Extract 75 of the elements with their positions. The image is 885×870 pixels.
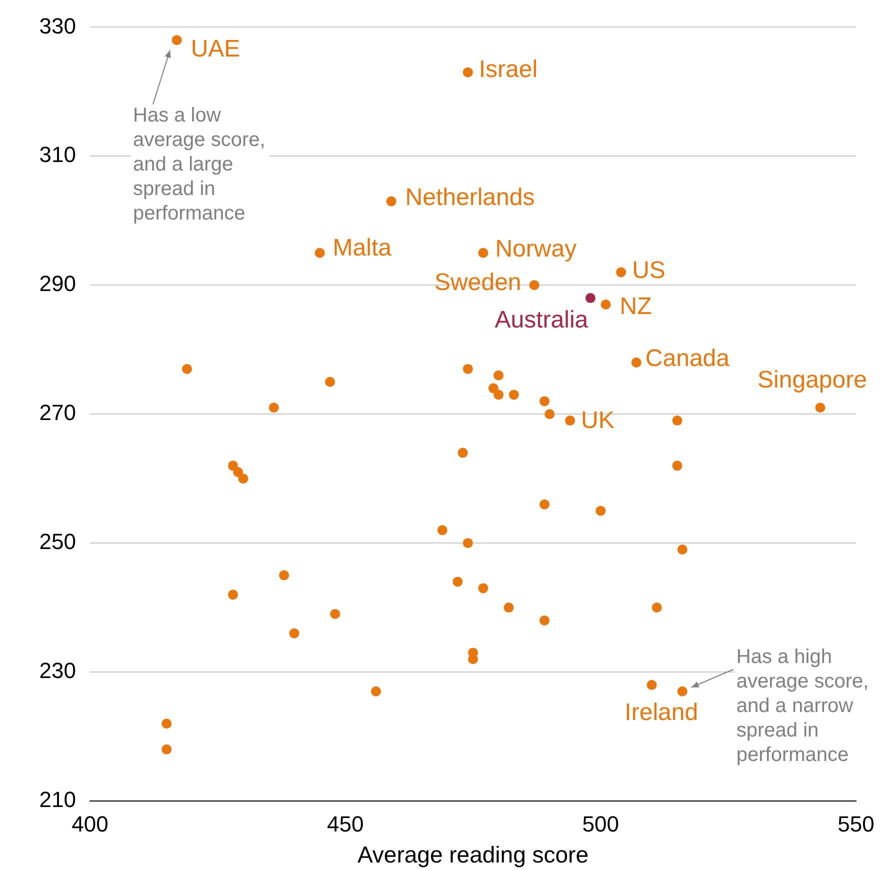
- y-tick-label: 230: [39, 658, 76, 684]
- data-label: Canada: [645, 345, 730, 372]
- y-tick-label: 330: [39, 13, 76, 38]
- data-label: Norway: [495, 236, 577, 263]
- point: [386, 196, 396, 206]
- y-tick-label: 210: [39, 787, 76, 812]
- point: [529, 280, 540, 290]
- point: [233, 467, 244, 478]
- point: [162, 744, 172, 754]
- point: [289, 628, 300, 638]
- point: [325, 376, 336, 387]
- point: [585, 293, 596, 304]
- x-tick-label: 400: [72, 811, 108, 836]
- y-tick-label: 250: [39, 529, 76, 554]
- point: [228, 460, 238, 471]
- point: [815, 402, 826, 413]
- point: [539, 499, 550, 510]
- x-tick-label: 500: [582, 811, 620, 836]
- point: [452, 576, 463, 587]
- point: [631, 358, 642, 368]
- data-label: Australia: [494, 306, 589, 334]
- point: [172, 35, 182, 46]
- point: [616, 267, 626, 278]
- annotation: Has a high average score, and a narrow spread in performance: [736, 646, 869, 766]
- point: [182, 364, 192, 374]
- point: [494, 370, 504, 380]
- point: [314, 248, 325, 258]
- point: [600, 299, 611, 310]
- data-label: Israel: [478, 56, 538, 83]
- data-label: US: [632, 256, 666, 284]
- data-label: Sweden: [434, 268, 522, 296]
- x-tick-label: 550: [838, 811, 874, 836]
- point: [462, 67, 473, 78]
- data-label: NZ: [620, 293, 652, 320]
- point: [494, 390, 504, 400]
- data-label: Singapore: [758, 366, 867, 394]
- data-label: Malta: [332, 234, 392, 262]
- point: [539, 396, 550, 406]
- point: [238, 474, 248, 484]
- point: [544, 409, 555, 420]
- data-label: UK: [581, 407, 614, 434]
- point: [462, 538, 473, 548]
- point: [279, 570, 290, 580]
- point: [646, 680, 657, 690]
- y-tick-label: 270: [39, 400, 76, 426]
- point: [539, 615, 550, 626]
- point: [330, 609, 340, 619]
- data-label: UAE: [190, 36, 240, 63]
- data-label: Netherlands: [405, 184, 535, 211]
- point: [468, 654, 478, 664]
- data-label: Ireland: [624, 699, 698, 726]
- point: [437, 525, 448, 536]
- point: [462, 364, 473, 374]
- point: [458, 448, 468, 458]
- point: [488, 383, 498, 394]
- y-tick-label: 290: [39, 271, 76, 296]
- point: [677, 686, 688, 696]
- point: [162, 718, 172, 729]
- point: [370, 686, 381, 696]
- point: [478, 248, 488, 258]
- point: [268, 402, 279, 413]
- point: [672, 416, 682, 426]
- annotation: Has a low average score, and a large spread in performance: [133, 104, 266, 225]
- x-tick-label: 450: [326, 811, 364, 836]
- point: [478, 583, 488, 594]
- point: [652, 602, 662, 613]
- y-tick-label: 310: [39, 142, 76, 168]
- point: [677, 544, 688, 555]
- point: [672, 460, 682, 471]
- point: [596, 506, 606, 516]
- x-axis-title: Average reading score: [358, 842, 588, 868]
- point: [565, 416, 576, 426]
- point: [508, 390, 519, 400]
- point: [504, 602, 514, 613]
- point: [228, 590, 238, 600]
